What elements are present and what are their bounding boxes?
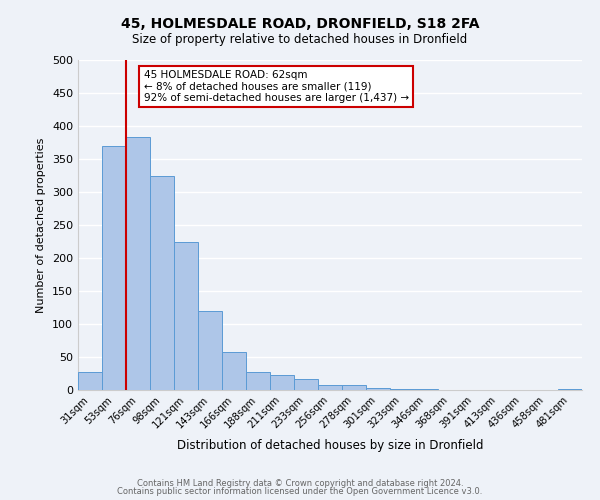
Bar: [198, 311, 222, 390]
Bar: [342, 386, 366, 390]
Bar: [294, 379, 318, 390]
Text: 45 HOLMESDALE ROAD: 62sqm
← 8% of detached houses are smaller (119)
92% of semi-: 45 HOLMESDALE ROAD: 62sqm ← 8% of detach…: [143, 70, 409, 103]
Bar: [102, 146, 126, 390]
Text: Contains HM Land Registry data © Crown copyright and database right 2024.: Contains HM Land Registry data © Crown c…: [137, 478, 463, 488]
Bar: [222, 352, 246, 390]
Bar: [78, 372, 102, 390]
Text: Size of property relative to detached houses in Dronfield: Size of property relative to detached ho…: [133, 32, 467, 46]
Bar: [558, 388, 582, 390]
Bar: [366, 388, 390, 390]
Text: 45, HOLMESDALE ROAD, DRONFIELD, S18 2FA: 45, HOLMESDALE ROAD, DRONFIELD, S18 2FA: [121, 18, 479, 32]
Text: Contains public sector information licensed under the Open Government Licence v3: Contains public sector information licen…: [118, 487, 482, 496]
Bar: [318, 386, 342, 390]
Bar: [246, 372, 270, 390]
Bar: [270, 376, 294, 390]
Bar: [126, 137, 150, 390]
Bar: [174, 242, 198, 390]
X-axis label: Distribution of detached houses by size in Dronfield: Distribution of detached houses by size …: [177, 439, 483, 452]
Y-axis label: Number of detached properties: Number of detached properties: [37, 138, 46, 312]
Bar: [150, 176, 174, 390]
